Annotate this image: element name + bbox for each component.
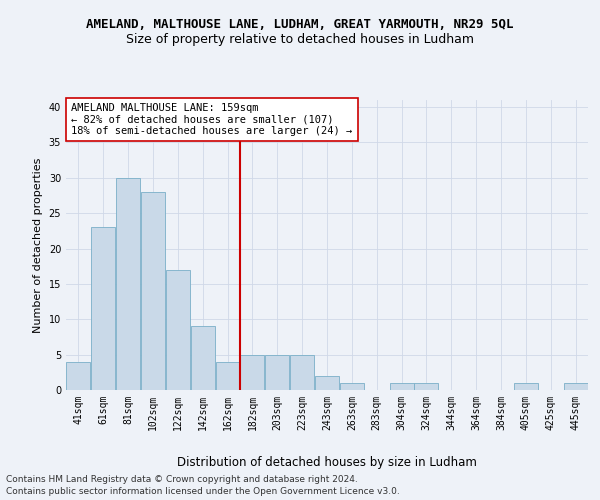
Bar [415, 383, 439, 390]
Text: Size of property relative to detached houses in Ludham: Size of property relative to detached ho… [126, 32, 474, 46]
Bar [290, 354, 314, 390]
Text: AMELAND MALTHOUSE LANE: 159sqm
← 82% of detached houses are smaller (107)
18% of: AMELAND MALTHOUSE LANE: 159sqm ← 82% of … [71, 103, 352, 136]
Bar [241, 354, 265, 390]
Y-axis label: Number of detached properties: Number of detached properties [33, 158, 43, 332]
Bar [389, 383, 413, 390]
Text: Contains HM Land Registry data © Crown copyright and database right 2024.: Contains HM Land Registry data © Crown c… [6, 474, 358, 484]
Bar [166, 270, 190, 390]
Text: AMELAND, MALTHOUSE LANE, LUDHAM, GREAT YARMOUTH, NR29 5QL: AMELAND, MALTHOUSE LANE, LUDHAM, GREAT Y… [86, 18, 514, 30]
Bar [191, 326, 215, 390]
Bar [141, 192, 165, 390]
Bar [91, 228, 115, 390]
Bar [563, 383, 587, 390]
Bar [116, 178, 140, 390]
Bar [340, 383, 364, 390]
Text: Contains public sector information licensed under the Open Government Licence v3: Contains public sector information licen… [6, 486, 400, 496]
Bar [514, 383, 538, 390]
Text: Distribution of detached houses by size in Ludham: Distribution of detached houses by size … [177, 456, 477, 469]
Bar [215, 362, 239, 390]
Bar [265, 354, 289, 390]
Bar [315, 376, 339, 390]
Bar [67, 362, 91, 390]
